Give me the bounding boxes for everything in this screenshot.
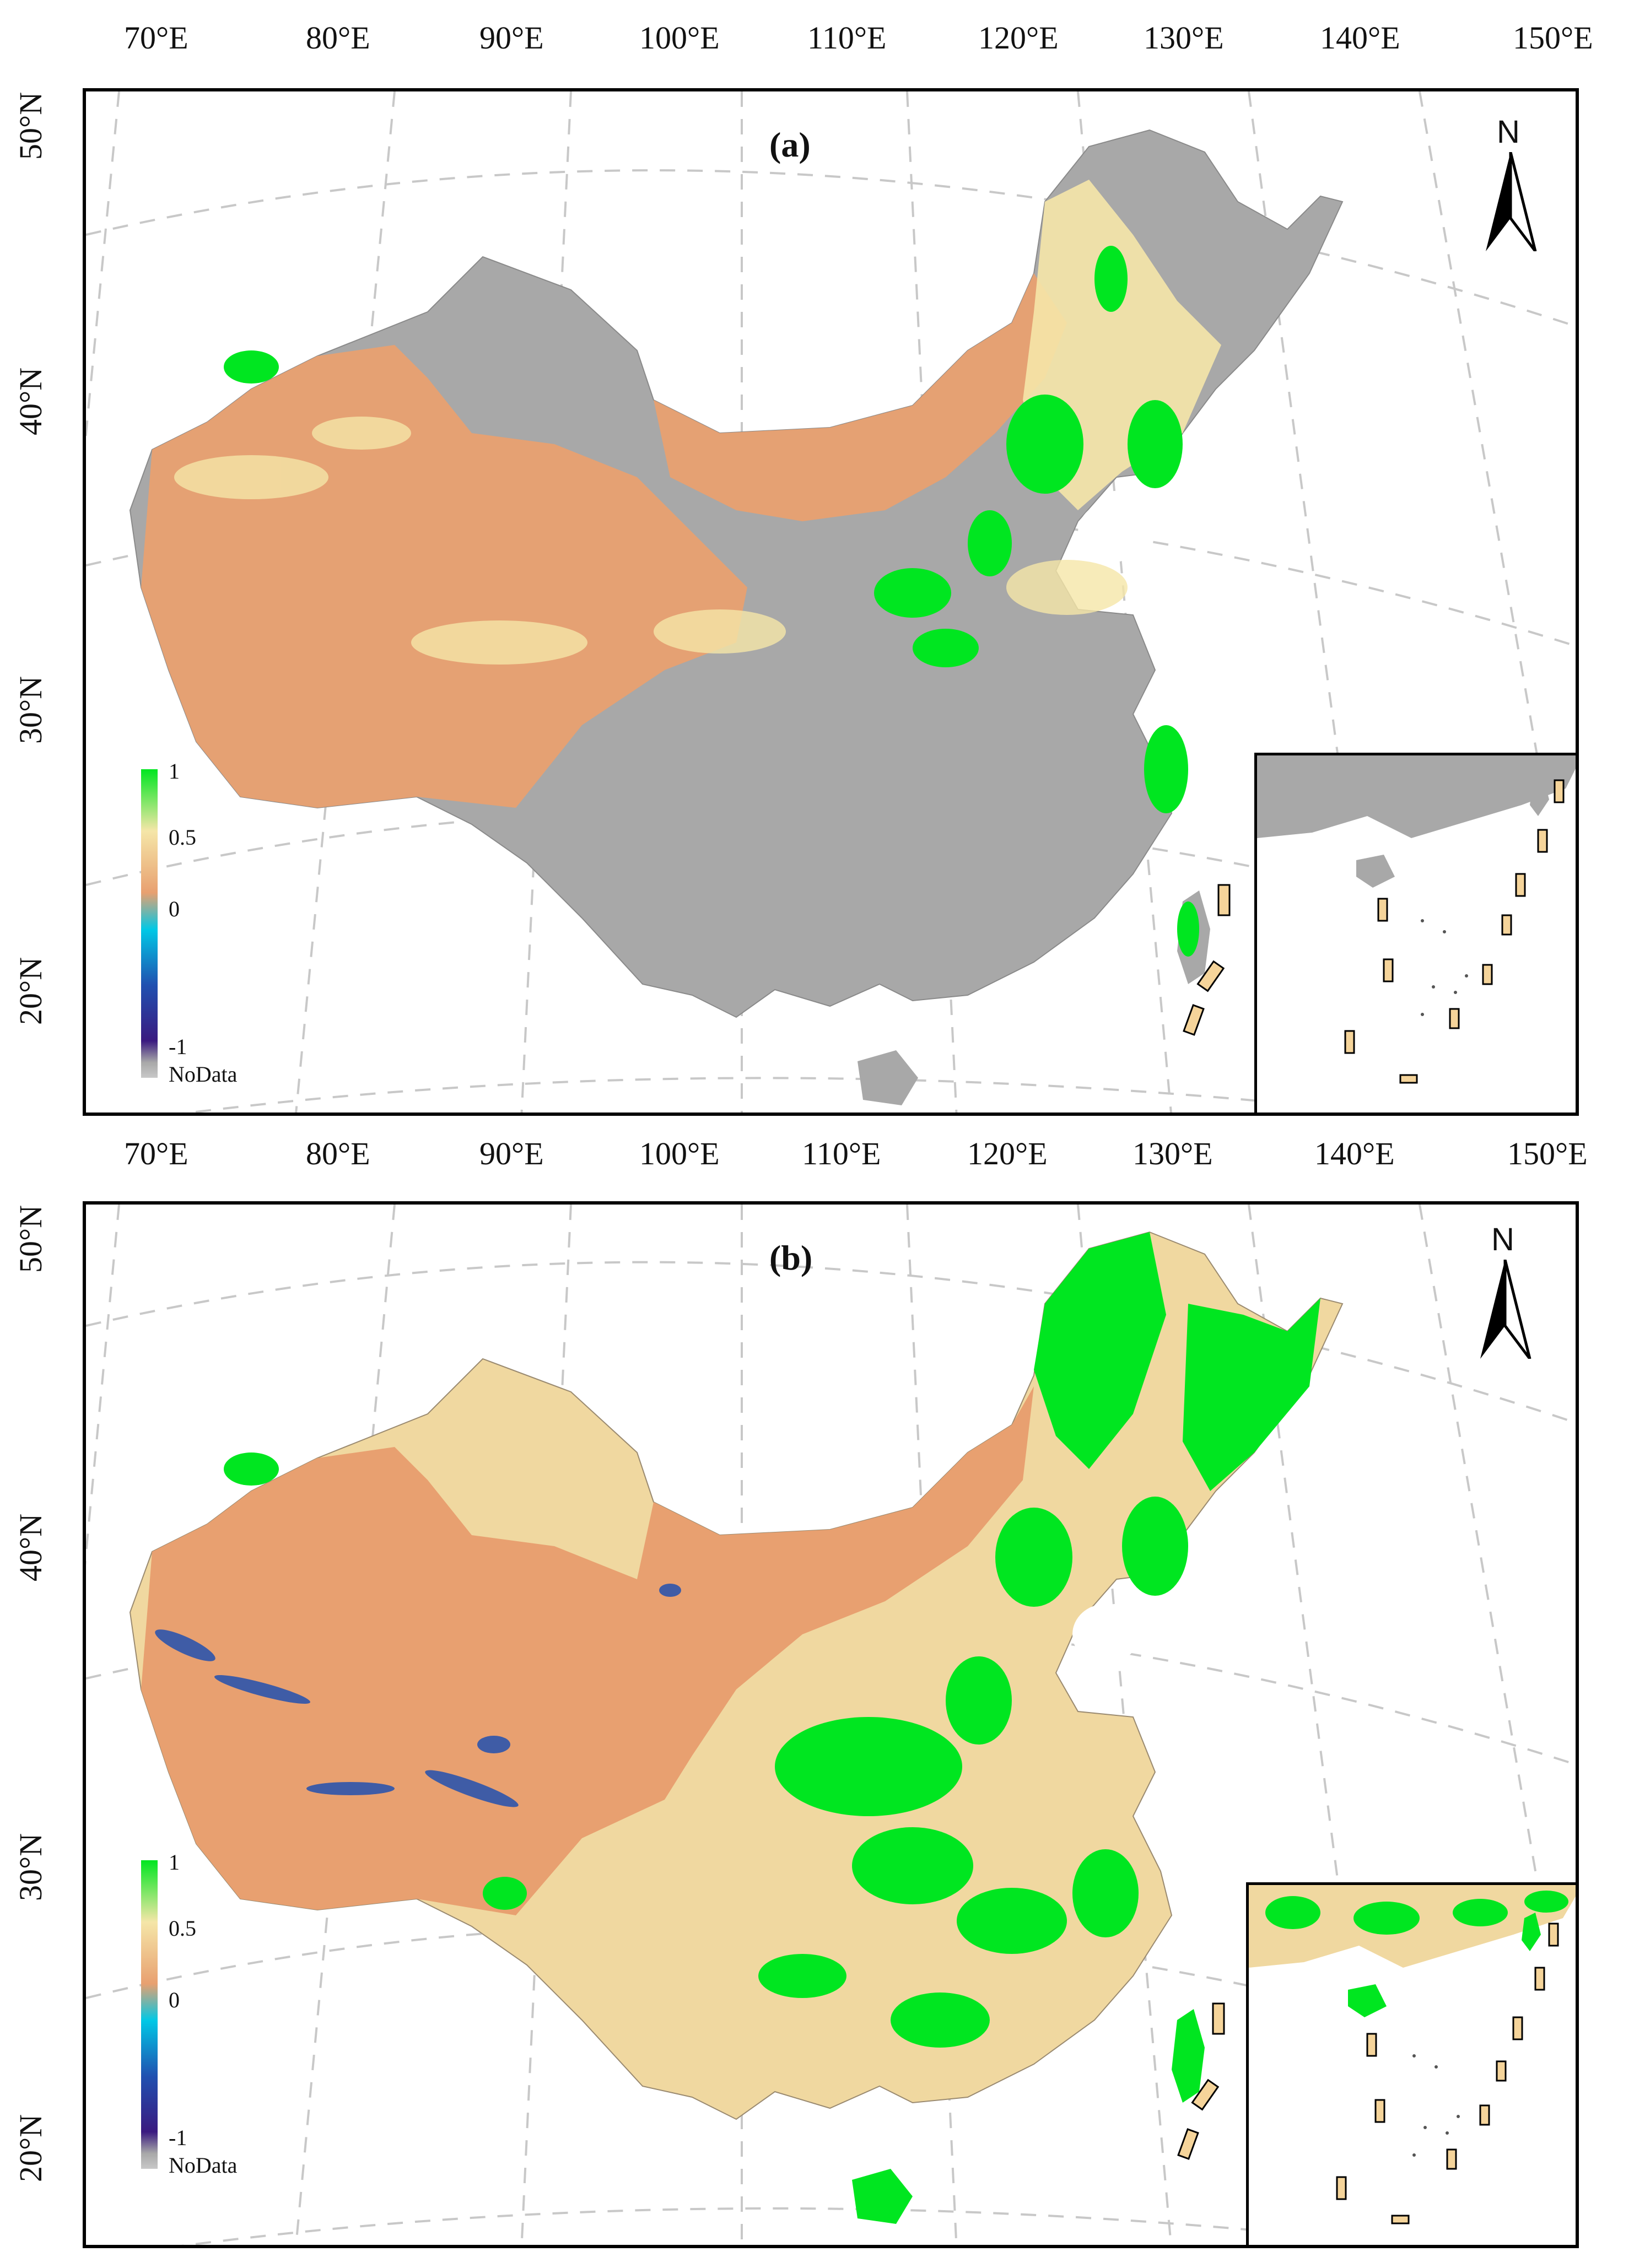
legend-tick-nodata-b: NoData: [169, 2153, 238, 2178]
lon-label-120e-a: 120°E: [978, 20, 1059, 56]
panel-title-a: (a): [769, 125, 811, 164]
north-arrow-a: N: [1480, 114, 1541, 251]
map-canvas-b: [86, 1205, 1576, 2245]
legend-tick-max-a: 1: [169, 759, 180, 784]
panel-title-b: (b): [769, 1238, 813, 1277]
island-marks-b: [1177, 2002, 1225, 2160]
lon-label-100e-b: 100°E: [639, 1136, 720, 1171]
legend-tick-min-a: -1: [169, 1034, 187, 1059]
inset-map-b: [1249, 1885, 1576, 2224]
lat-label-20n-a: 20°N: [13, 957, 48, 1025]
lon-label-110e-b: 110°E: [802, 1136, 881, 1171]
high-value-patches-a: [224, 246, 1199, 957]
south-china-sea-inset-a: [1254, 753, 1576, 1113]
high-value-patches-b: [224, 1232, 1320, 2048]
bohai-sea-b: [1072, 1604, 1139, 1665]
legend-a: 1 0.5 0 -1 NoData: [141, 758, 306, 1111]
island-marks-a: [1183, 884, 1231, 1036]
lon-label-70e-b: 70°E: [124, 1136, 188, 1171]
lat-label-50n-a: 50°N: [13, 91, 48, 160]
north-arrow-b: N: [1475, 1221, 1535, 1359]
inset-island-marks-b: [1336, 1923, 1559, 2224]
bohai-sea-a: [1078, 502, 1144, 563]
low-value-patches-b: [155, 1584, 681, 1807]
inset-taiwan-a: [1530, 777, 1549, 816]
taiwan-island-b: [1172, 2009, 1205, 2103]
legend-tick-mid-a: 0.5: [169, 825, 196, 850]
lon-label-110e-a: 110°E: [807, 20, 887, 56]
inset-green-b: [1265, 1891, 1568, 1935]
mid-value-patches-a: [174, 417, 1128, 665]
lat-label-30n-a: 30°N: [13, 676, 48, 744]
inset-map-a: [1257, 755, 1576, 1084]
lon-label-90e-a: 90°E: [479, 20, 544, 56]
legend-b: 1 0.5 0 -1 NoData: [141, 1849, 306, 2202]
inset-hainan-b: [1348, 1984, 1387, 2017]
inset-islets-b: [1412, 2054, 1460, 2157]
legend-tick-zero-b: 0: [169, 1988, 180, 2012]
inset-island-marks-a: [1344, 779, 1565, 1084]
legend-tick-max-b: 1: [169, 1850, 180, 1875]
inset-mainland-a: [1257, 755, 1576, 838]
lon-label-90e-b: 90°E: [479, 1136, 544, 1171]
lon-label-150e-b: 150°E: [1507, 1136, 1588, 1171]
region-north-a: [654, 273, 1067, 521]
lon-label-140e-b: 140°E: [1314, 1136, 1395, 1171]
inset-taiwan-b: [1522, 1913, 1541, 1951]
lat-label-50n-b: 50°N: [13, 1205, 48, 1273]
lat-label-40n-b: 40°N: [13, 1513, 48, 1581]
south-china-sea-inset-b: [1246, 1882, 1576, 2245]
legend-tick-zero-a: 0: [169, 897, 180, 921]
legend-colorbar-b: [141, 1860, 158, 2169]
lon-label-140e-a: 140°E: [1320, 20, 1400, 56]
lon-label-100e-a: 100°E: [639, 20, 720, 56]
lat-label-20n-b: 20°N: [13, 2114, 48, 2182]
lon-label-80e-b: 80°E: [306, 1136, 370, 1171]
legend-tick-nodata-a: NoData: [169, 1062, 238, 1087]
lon-label-130e-b: 130°E: [1133, 1136, 1213, 1171]
lon-label-120e-b: 120°E: [967, 1136, 1048, 1171]
north-label-b: N: [1491, 1222, 1514, 1257]
legend-tick-mid-b: 0.5: [169, 1916, 196, 1941]
inset-islets-a: [1421, 919, 1468, 1016]
legend-colorbar-a: [141, 769, 158, 1078]
north-arrow-icon-b: [1480, 1260, 1531, 1359]
map-canvas-a: [86, 91, 1576, 1113]
lon-label-80e-a: 80°E: [306, 20, 370, 56]
lon-label-70e-a: 70°E: [124, 20, 188, 56]
hainan-island-b: [852, 2169, 913, 2224]
map-panel-b: (b) N 1 0.5 0 -1 NoData: [83, 1201, 1579, 2248]
north-label-a: N: [1497, 114, 1520, 150]
lon-label-130e-a: 130°E: [1144, 20, 1224, 56]
north-arrow-icon-a: [1486, 152, 1537, 251]
legend-tick-min-b: -1: [169, 2125, 187, 2150]
inset-hainan-a: [1356, 855, 1395, 888]
lat-label-40n-a: 40°N: [13, 367, 48, 435]
hainan-island-a: [858, 1050, 918, 1105]
lon-label-150e-a: 150°E: [1513, 20, 1593, 56]
lat-label-30n-b: 30°N: [13, 1833, 48, 1901]
map-panel-a: (a) N 1 0.5 0 -1 NoData: [83, 88, 1579, 1116]
